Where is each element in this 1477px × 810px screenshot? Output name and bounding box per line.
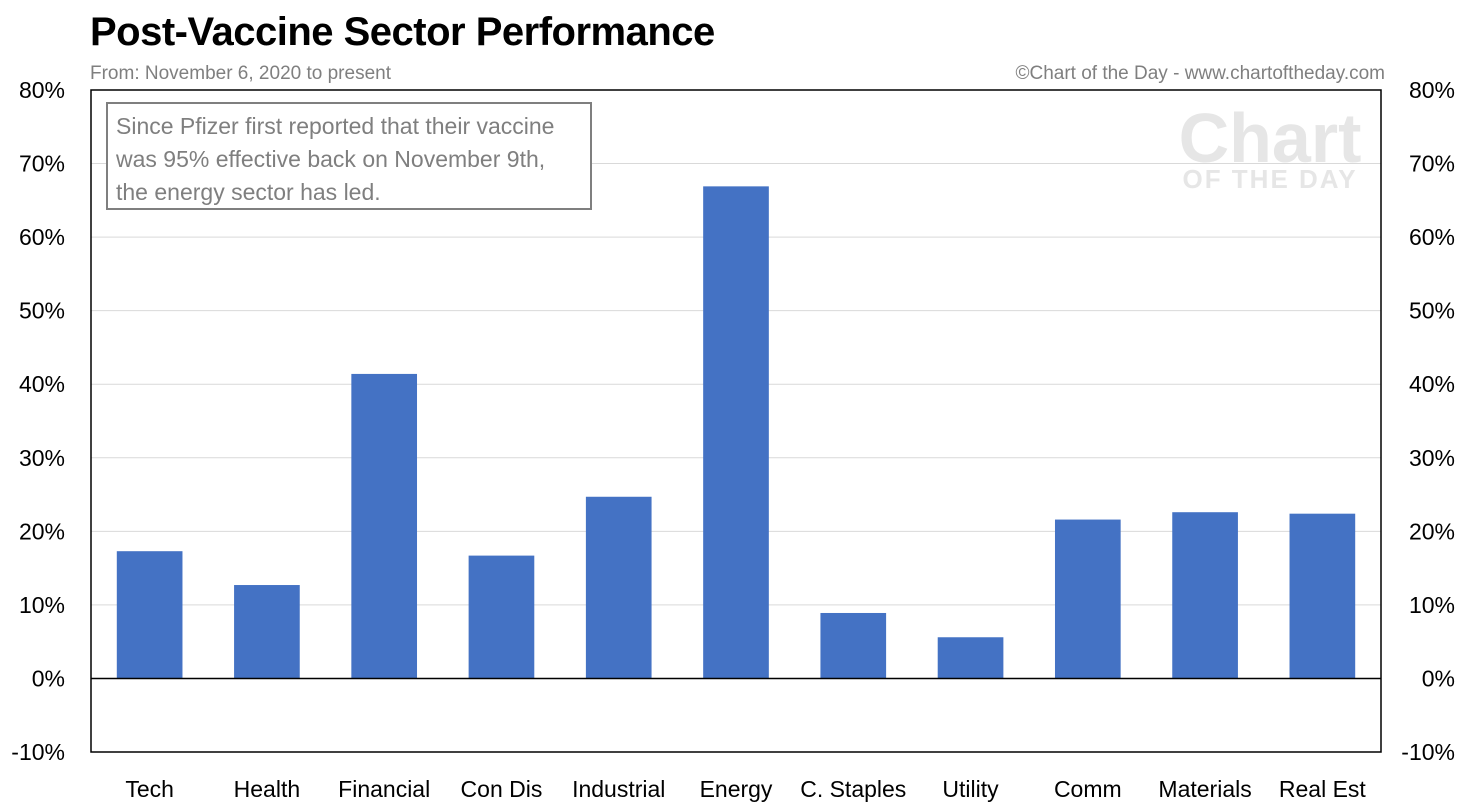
y-tick-label-left: 0% [32, 665, 65, 691]
y-tick-label-left: 80% [19, 77, 65, 103]
y-tick-label-left: 60% [19, 224, 65, 250]
y-axis-right: -10% 0% 10% 20% 30% 40% 50% 60% 70% 80% [1401, 77, 1455, 765]
y-tick-label-right: 50% [1409, 298, 1455, 324]
y-tick-label-left: 30% [19, 445, 65, 471]
bar [1172, 512, 1238, 679]
watermark-logo: Chart OF THE DAY [1179, 99, 1362, 194]
x-category-label: Utility [942, 776, 999, 802]
y-tick-label-right: 20% [1409, 518, 1455, 544]
y-tick-label-right: 0% [1422, 665, 1455, 691]
x-category-label: Con Dis [461, 776, 543, 802]
bar [937, 637, 1004, 679]
axes [90, 89, 1382, 753]
y-tick-label-left: 10% [19, 592, 65, 618]
y-tick-label-right: 80% [1409, 77, 1455, 103]
chart-subtitle: From: November 6, 2020 to present [90, 63, 391, 84]
y-tick-label-right: 30% [1409, 445, 1455, 471]
y-tick-label-right: 60% [1409, 224, 1455, 250]
x-category-label: Comm [1054, 776, 1122, 802]
bar [585, 496, 652, 679]
y-tick-label-right: 40% [1409, 371, 1455, 397]
y-tick-label-left: 70% [19, 151, 65, 177]
bar [351, 373, 418, 679]
chart-credit: ©Chart of the Day - www.chartoftheday.co… [1015, 63, 1385, 84]
bar [468, 555, 535, 679]
x-category-label: Health [234, 776, 300, 802]
x-category-label: C. Staples [800, 776, 906, 802]
bar [116, 551, 183, 679]
x-category-label: Industrial [572, 776, 665, 802]
x-category-label: Energy [700, 776, 773, 802]
y-tick-label-left: 40% [19, 371, 65, 397]
y-axis-left: -10% 0% 10% 20% 30% 40% 50% 60% 70% 80% [11, 77, 65, 765]
y-tick-label-right: 10% [1409, 592, 1455, 618]
x-category-label: Tech [125, 776, 174, 802]
annotation-box: Since Pfizer first reported that their v… [106, 102, 592, 210]
y-tick-label-left: 50% [19, 298, 65, 324]
bar [1289, 513, 1356, 679]
bar [703, 186, 769, 679]
y-tick-label-left: -10% [11, 739, 65, 765]
bar [1054, 519, 1121, 679]
watermark-line2: OF THE DAY [1182, 164, 1357, 194]
y-tick-label-right: 70% [1409, 151, 1455, 177]
x-axis-categories: Tech Health Financial Con Dis Industrial Ener… [125, 776, 1366, 802]
bars [116, 186, 1356, 679]
y-tick-label-right: -10% [1401, 739, 1455, 765]
chart-title: Post-Vaccine Sector Performance [90, 10, 715, 54]
x-category-label: Financial [338, 776, 430, 802]
x-category-label: Materials [1158, 776, 1251, 802]
bar [820, 612, 887, 679]
x-category-label: Real Est [1279, 776, 1367, 802]
bar [234, 585, 300, 679]
y-tick-label-left: 20% [19, 518, 65, 544]
plot-frame [90, 89, 1382, 753]
